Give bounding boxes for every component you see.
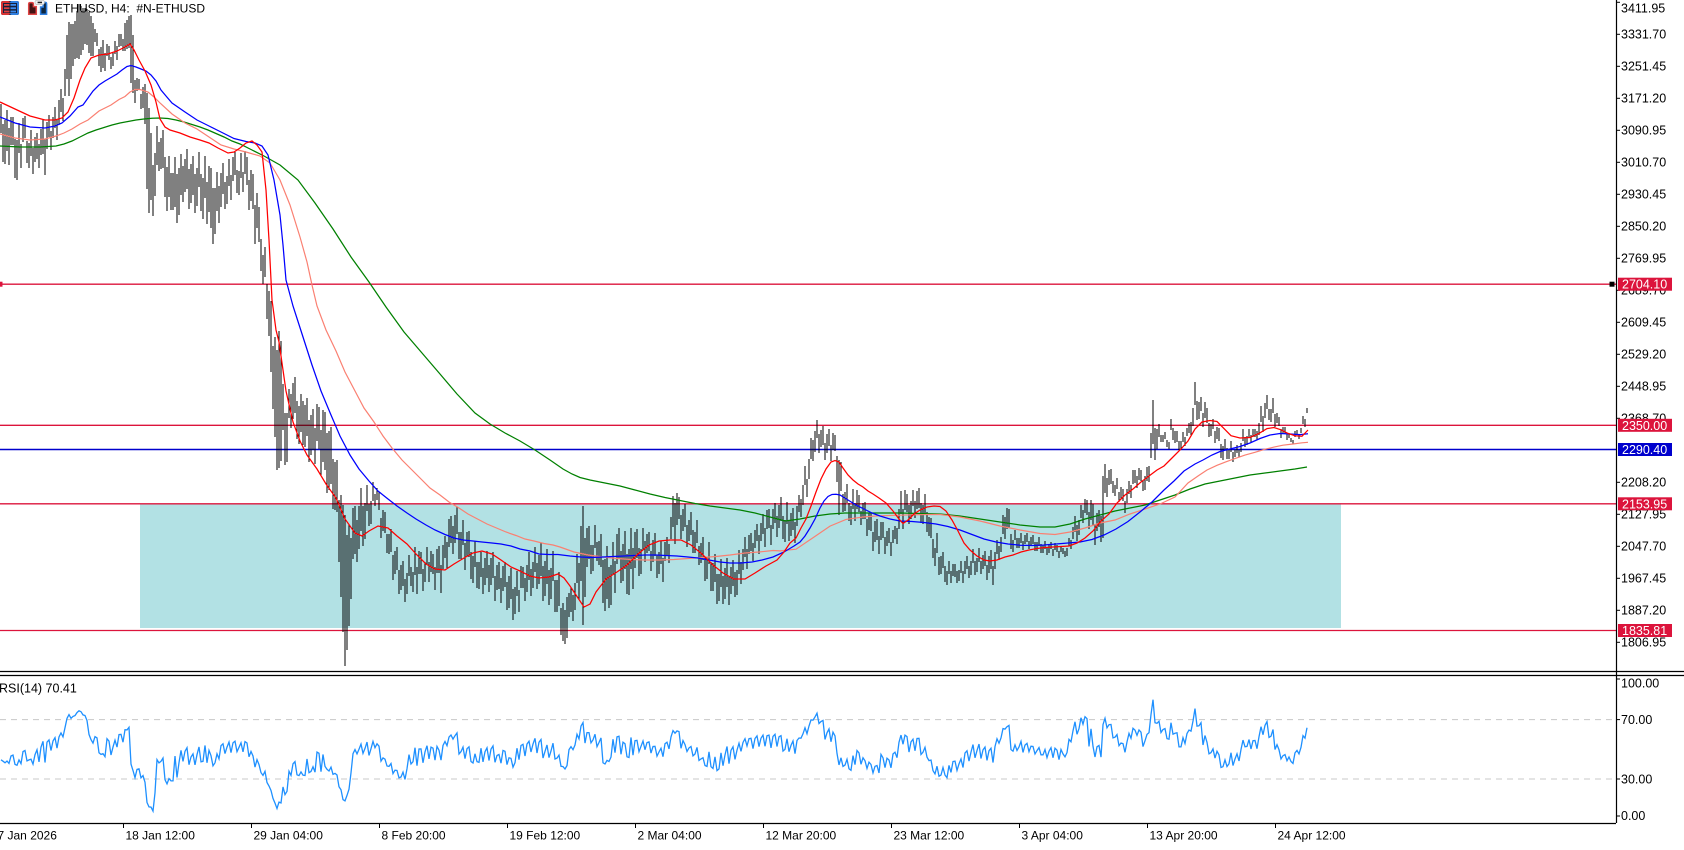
svg-text:2047.70: 2047.70 <box>1621 540 1666 554</box>
svg-text:13 Apr 20:00: 13 Apr 20:00 <box>1150 829 1218 843</box>
svg-text:2704.10: 2704.10 <box>1622 278 1667 292</box>
svg-text:2769.95: 2769.95 <box>1621 252 1666 266</box>
svg-text:70.00: 70.00 <box>1621 713 1652 727</box>
svg-text:2208.20: 2208.20 <box>1621 476 1666 490</box>
svg-text:100.00: 100.00 <box>1621 677 1659 691</box>
svg-text:12 Mar 20:00: 12 Mar 20:00 <box>766 829 837 843</box>
svg-text:2529.20: 2529.20 <box>1621 348 1666 362</box>
svg-text:2930.45: 2930.45 <box>1621 188 1666 202</box>
svg-text:7 Jan 2026: 7 Jan 2026 <box>0 829 57 843</box>
svg-text:23 Mar 12:00: 23 Mar 12:00 <box>894 829 965 843</box>
svg-text:0.00: 0.00 <box>1621 809 1645 823</box>
svg-text:2127.95: 2127.95 <box>1621 508 1666 522</box>
svg-text:3 Apr 04:00: 3 Apr 04:00 <box>1022 829 1084 843</box>
svg-text:2 Mar 04:00: 2 Mar 04:00 <box>638 829 702 843</box>
svg-text:29 Jan 04:00: 29 Jan 04:00 <box>254 829 324 843</box>
svg-text:RSI(14) 70.41: RSI(14) 70.41 <box>0 682 77 696</box>
svg-text:3411.95: 3411.95 <box>1621 1 1665 15</box>
svg-text:3251.45: 3251.45 <box>1621 60 1666 74</box>
svg-text:1835.81: 1835.81 <box>1622 624 1667 638</box>
svg-text:3331.70: 3331.70 <box>1621 28 1666 42</box>
svg-text:2448.95: 2448.95 <box>1621 380 1666 394</box>
svg-text:3010.70: 3010.70 <box>1621 156 1666 170</box>
svg-text:3090.95: 3090.95 <box>1621 124 1666 138</box>
svg-text:2850.20: 2850.20 <box>1621 220 1666 234</box>
svg-text:ETHUSD, H4: #N-ETHUSD: ETHUSD, H4: #N-ETHUSD <box>55 2 205 16</box>
svg-text:2350.00: 2350.00 <box>1622 419 1667 433</box>
svg-text:8 Feb 20:00: 8 Feb 20:00 <box>382 829 446 843</box>
svg-text:2609.45: 2609.45 <box>1621 316 1666 330</box>
svg-text:1806.95: 1806.95 <box>1621 636 1666 650</box>
svg-text:2153.95: 2153.95 <box>1622 497 1667 511</box>
svg-text:2290.40: 2290.40 <box>1622 443 1667 457</box>
svg-text:1967.45: 1967.45 <box>1621 572 1666 586</box>
svg-text:18 Jan 12:00: 18 Jan 12:00 <box>126 829 196 843</box>
svg-text:1887.20: 1887.20 <box>1621 604 1666 618</box>
svg-text:24 Apr 12:00: 24 Apr 12:00 <box>1278 829 1346 843</box>
svg-text:3171.20: 3171.20 <box>1621 92 1666 106</box>
svg-text:30.00: 30.00 <box>1621 772 1652 786</box>
svg-text:19 Feb 12:00: 19 Feb 12:00 <box>510 829 581 843</box>
